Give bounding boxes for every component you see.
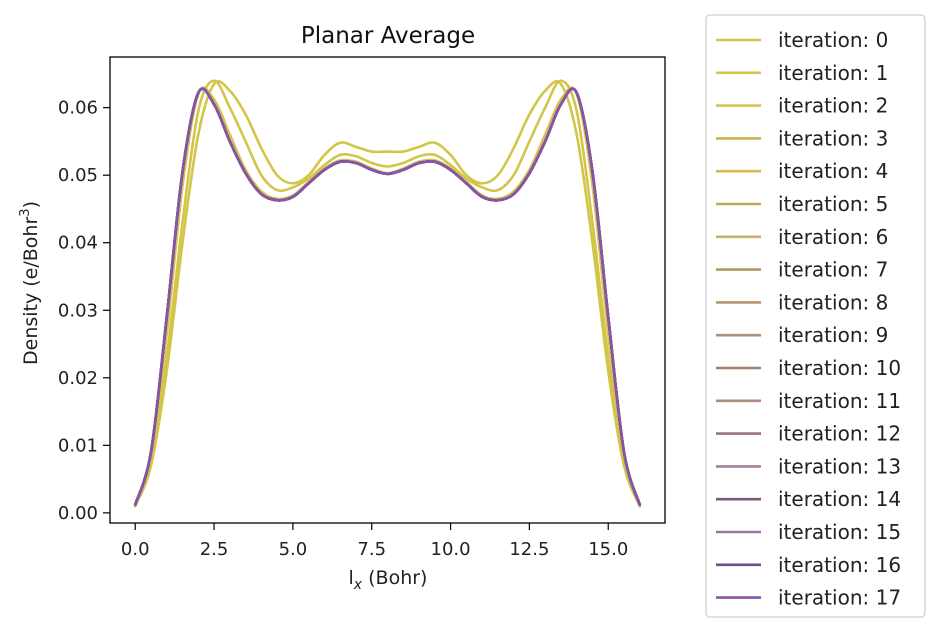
y-axis-title-text: Density (e/Bohr [20,217,42,365]
x-tick-label: 2.5 [200,539,229,560]
series-line-iteration-17 [133,87,642,507]
legend-label: iteration: 10 [778,356,901,380]
legend-label: iteration: 0 [778,28,888,52]
y-axis-title-superscript: 3 [18,208,33,216]
x-tick-label: 12.5 [509,539,549,560]
y-tick-label: 0.06 [58,98,98,119]
legend: iteration: 0 iteration: 1 iteration: 2 iter… [705,14,926,618]
plot-frame [109,56,666,524]
series-line-iteration-1 [133,79,642,508]
plot-area [109,56,666,524]
y-axis-title-close: ) [20,201,42,208]
legend-label: iteration: 11 [778,389,901,413]
x-axis-title-symbol: l [349,567,354,589]
legend-label: iteration: 1 [778,61,888,85]
x-axis-title-unit: (Bohr) [362,567,427,589]
y-axis-title: Density (e/Bohr3) [18,201,42,365]
x-tick-label: 5.0 [279,539,308,560]
x-axis-title-subscript: x [353,577,363,593]
x-axis: 0.0 2.5 5.0 7.5 10.0 12.5 15.0 [121,523,628,560]
legend-label: iteration: 6 [778,225,888,249]
x-tick-label: 15.0 [588,539,628,560]
legend-label: iteration: 9 [778,323,888,347]
x-tick-label: 0.0 [121,539,150,560]
legend-label: iteration: 3 [778,126,888,150]
legend-label: iteration: 16 [778,553,901,577]
y-tick-label: 0.04 [58,233,98,254]
y-tick-label: 0.02 [58,368,98,389]
legend-label: iteration: 14 [778,487,901,511]
chart-title: Planar Average [301,23,475,49]
legend-label: iteration: 12 [778,422,901,446]
legend-label: iteration: 7 [778,258,888,282]
y-axis: 0.00 0.01 0.02 0.03 0.04 0.05 0.06 [58,98,110,524]
y-tick-label: 0.03 [58,300,98,321]
legend-label: iteration: 13 [778,454,901,478]
legend-label: iteration: 5 [778,192,888,216]
legend-label: iteration: 4 [778,159,888,183]
y-tick-label: 0.01 [58,435,98,456]
y-tick-label: 0.05 [58,165,98,186]
x-tick-label: 10.0 [431,539,471,560]
series-line-iteration-0 [133,79,642,508]
legend-label: iteration: 15 [778,520,901,544]
y-tick-label: 0.00 [58,503,98,524]
legend-label: iteration: 2 [778,94,888,118]
legend-label: iteration: 17 [778,586,901,610]
x-tick-label: 7.5 [357,539,386,560]
legend-label: iteration: 8 [778,290,888,314]
x-axis-title: lx (Bohr) [349,567,428,593]
